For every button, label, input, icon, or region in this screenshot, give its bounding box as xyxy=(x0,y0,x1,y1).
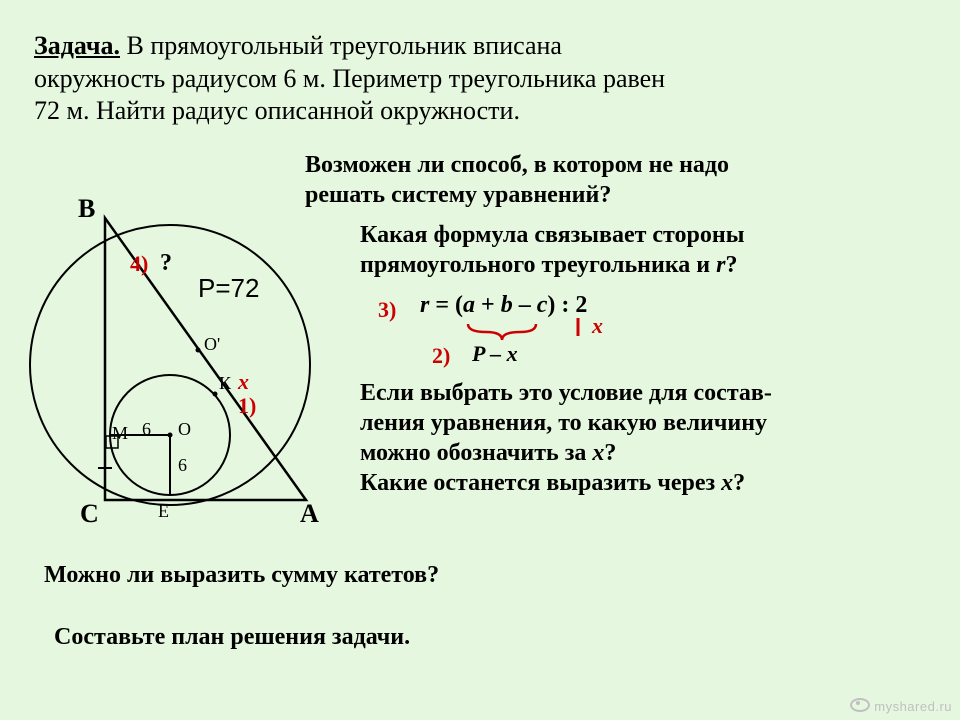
label-Op: O' xyxy=(204,333,220,356)
diagram-question: ? xyxy=(160,248,172,278)
label-O: O xyxy=(178,418,191,441)
diagram-svg xyxy=(0,0,960,720)
label-C: C xyxy=(80,498,99,531)
label-E: E xyxy=(158,500,169,523)
eye-icon xyxy=(850,698,870,712)
label-B: B xyxy=(78,193,95,226)
label-M: M xyxy=(112,422,128,445)
label-K: К xyxy=(219,372,231,395)
label-A: A xyxy=(300,498,319,531)
watermark-text: myshared.ru xyxy=(874,699,952,714)
step-4: 4) xyxy=(130,250,148,278)
label-6-1: 6 xyxy=(142,418,151,441)
slide-canvas: Задача. В прямоугольный треугольник впис… xyxy=(0,0,960,720)
label-6-2: 6 xyxy=(178,454,187,477)
watermark: myshared.ru xyxy=(850,697,952,714)
step-1: 1) xyxy=(238,392,256,420)
perimeter-label: P=72 xyxy=(198,272,259,305)
